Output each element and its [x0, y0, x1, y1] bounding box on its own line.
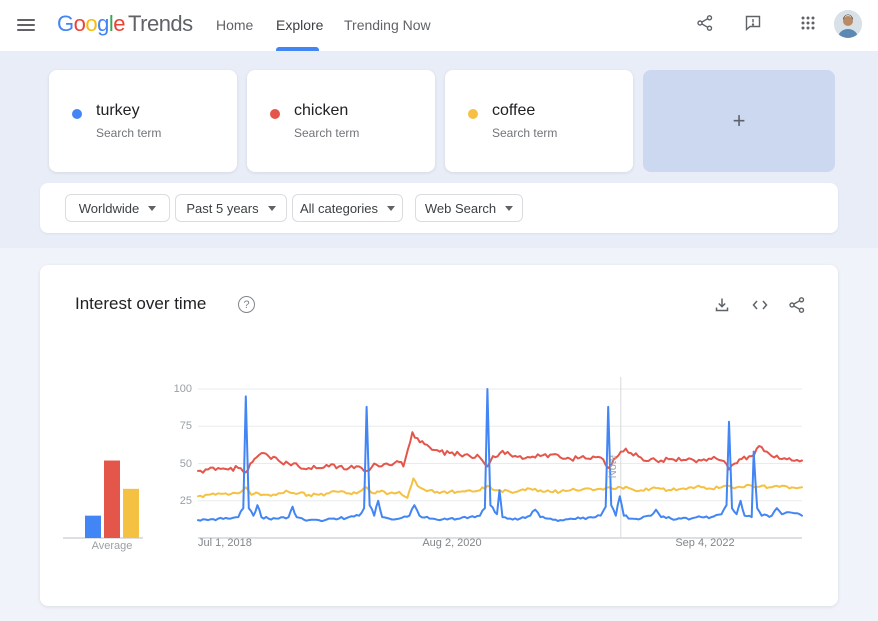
filter-searchtype-label: Web Search	[424, 200, 497, 216]
compare-strip: turkey Search term chicken Search term c…	[0, 51, 878, 248]
google-wordmark: Google	[57, 11, 126, 36]
help-icon[interactable]: ?	[238, 296, 255, 313]
logo-letter: g	[97, 11, 109, 36]
term-card-chicken[interactable]: chicken Search term	[247, 70, 435, 172]
chevron-down-icon	[505, 205, 514, 211]
feedback-icon[interactable]	[741, 12, 765, 36]
y-tick-25: 25	[179, 495, 192, 507]
chevron-down-icon	[267, 205, 276, 211]
y-tick-100: 100	[173, 383, 192, 395]
filter-searchtype-dropdown[interactable]: Web Search	[415, 194, 523, 222]
series-color-dot-coffee	[468, 109, 478, 119]
trend-line-turkey	[197, 388, 803, 523]
average-bar-coffee	[123, 488, 139, 538]
trend-line-chicken	[197, 431, 803, 474]
share-icon[interactable]	[693, 12, 717, 36]
filter-time-dropdown[interactable]: Past 5 years	[175, 194, 287, 222]
x-tick-jul-2018: Jul 1, 2018	[198, 537, 252, 549]
logo-letter: G	[57, 11, 74, 36]
term-card-turkey[interactable]: turkey Search term	[49, 70, 237, 172]
logo-letter: e	[113, 11, 126, 36]
apps-grid-icon[interactable]	[796, 12, 820, 36]
term-type: Search term	[96, 126, 162, 140]
average-bar-chicken	[104, 460, 120, 538]
panel-title: Interest over time	[75, 294, 207, 313]
app-header: Google Trends Home Explore Trending Now	[0, 0, 878, 51]
y-tick-75: 75	[179, 420, 192, 432]
nav-home[interactable]: Home	[216, 17, 254, 33]
logo-letter: o	[85, 11, 98, 36]
download-icon[interactable]	[709, 292, 735, 318]
filter-region-label: Worldwide	[78, 200, 140, 216]
term-title: chicken	[294, 102, 349, 119]
share-icon[interactable]	[784, 292, 810, 318]
filter-category-dropdown[interactable]: All categories	[292, 194, 403, 222]
term-title: coffee	[492, 102, 536, 119]
google-trends-logo[interactable]: Google Trends	[57, 11, 193, 37]
term-type: Search term	[294, 126, 360, 140]
x-tick-sep-2022: Sep 4, 2022	[675, 537, 735, 549]
filter-region-dropdown[interactable]: Worldwide	[65, 194, 170, 222]
series-color-dot-turkey	[72, 109, 82, 119]
term-title: turkey	[96, 102, 140, 119]
x-tick-aug-2020: Aug 2, 2020	[422, 537, 482, 549]
trend-line-coffee	[197, 477, 803, 499]
logo-letter: l	[108, 11, 114, 36]
menu-icon[interactable]	[14, 13, 38, 37]
avatar[interactable]	[834, 10, 862, 38]
average-bar-turkey	[85, 515, 101, 538]
logo-letter: o	[73, 11, 86, 36]
chevron-down-icon	[387, 205, 396, 211]
trend-line-chart[interactable]	[40, 265, 838, 606]
note-marker-label[interactable]: Note	[607, 455, 619, 479]
embed-code-icon[interactable]	[747, 292, 773, 318]
chevron-down-icon	[148, 205, 157, 211]
average-bars-label: Average	[91, 540, 133, 552]
series-color-dot-chicken	[270, 109, 280, 119]
active-tab-underline	[276, 47, 319, 51]
filter-bar: Worldwide Past 5 years All categories We…	[40, 183, 838, 233]
interest-over-time-panel: Interest over time ? 100 75 50 25 Jul 1,…	[40, 265, 838, 606]
trends-wordmark: Trends	[128, 11, 193, 36]
filter-category-label: All categories	[299, 200, 379, 216]
term-type: Search term	[492, 126, 558, 140]
y-tick-50: 50	[179, 458, 192, 470]
nav-explore[interactable]: Explore	[276, 17, 324, 33]
term-card-coffee[interactable]: coffee Search term	[445, 70, 633, 172]
filter-time-label: Past 5 years	[186, 200, 259, 216]
nav-trending-now[interactable]: Trending Now	[344, 17, 431, 33]
add-comparison-button[interactable]: +	[643, 70, 835, 172]
